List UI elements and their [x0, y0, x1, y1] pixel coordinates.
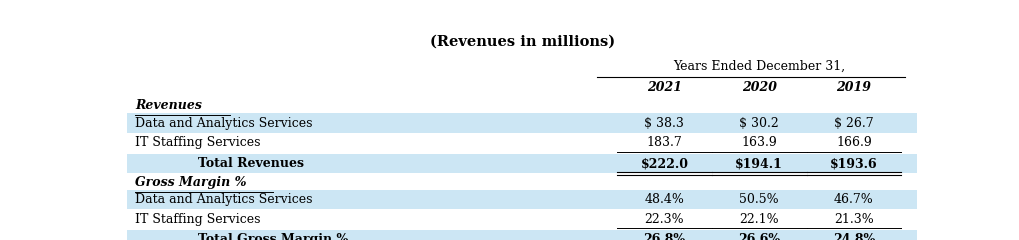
- Text: Years Ended December 31,: Years Ended December 31,: [674, 60, 845, 73]
- Text: 2021: 2021: [647, 80, 682, 94]
- Text: 2020: 2020: [742, 80, 776, 94]
- Text: $ 38.3: $ 38.3: [644, 117, 685, 130]
- Text: $ 30.2: $ 30.2: [739, 117, 780, 130]
- Text: 22.3%: 22.3%: [645, 213, 684, 226]
- Text: Data and Analytics Services: Data and Analytics Services: [136, 117, 313, 130]
- Text: $222.0: $222.0: [640, 157, 689, 170]
- Text: 46.7%: 46.7%: [834, 193, 874, 206]
- Text: IT Staffing Services: IT Staffing Services: [136, 136, 261, 149]
- Text: 50.5%: 50.5%: [740, 193, 779, 206]
- FancyBboxPatch shape: [127, 190, 917, 210]
- Text: 48.4%: 48.4%: [644, 193, 685, 206]
- Text: (Revenues in millions): (Revenues in millions): [430, 35, 614, 49]
- Text: 26.8%: 26.8%: [643, 233, 686, 240]
- Text: 26.6%: 26.6%: [738, 233, 781, 240]
- Text: $194.1: $194.1: [736, 157, 783, 170]
- Text: 24.8%: 24.8%: [833, 233, 875, 240]
- FancyBboxPatch shape: [127, 113, 917, 133]
- Text: $193.6: $193.6: [830, 157, 877, 170]
- Text: 2019: 2019: [837, 80, 871, 94]
- Text: 163.9: 163.9: [741, 136, 777, 149]
- Text: 183.7: 183.7: [646, 136, 683, 149]
- Text: 21.3%: 21.3%: [834, 213, 874, 226]
- Text: Total Revenues: Total Revenues: [199, 157, 305, 170]
- Text: Gross Margin %: Gross Margin %: [136, 176, 247, 189]
- FancyBboxPatch shape: [127, 230, 917, 240]
- Text: 22.1%: 22.1%: [740, 213, 779, 226]
- Text: Revenues: Revenues: [136, 99, 202, 112]
- Text: 166.9: 166.9: [836, 136, 872, 149]
- FancyBboxPatch shape: [127, 154, 917, 174]
- Text: Data and Analytics Services: Data and Analytics Services: [136, 193, 313, 206]
- Text: $ 26.7: $ 26.7: [835, 117, 873, 130]
- Text: Total Gross Margin %: Total Gross Margin %: [199, 233, 348, 240]
- Text: IT Staffing Services: IT Staffing Services: [136, 213, 261, 226]
